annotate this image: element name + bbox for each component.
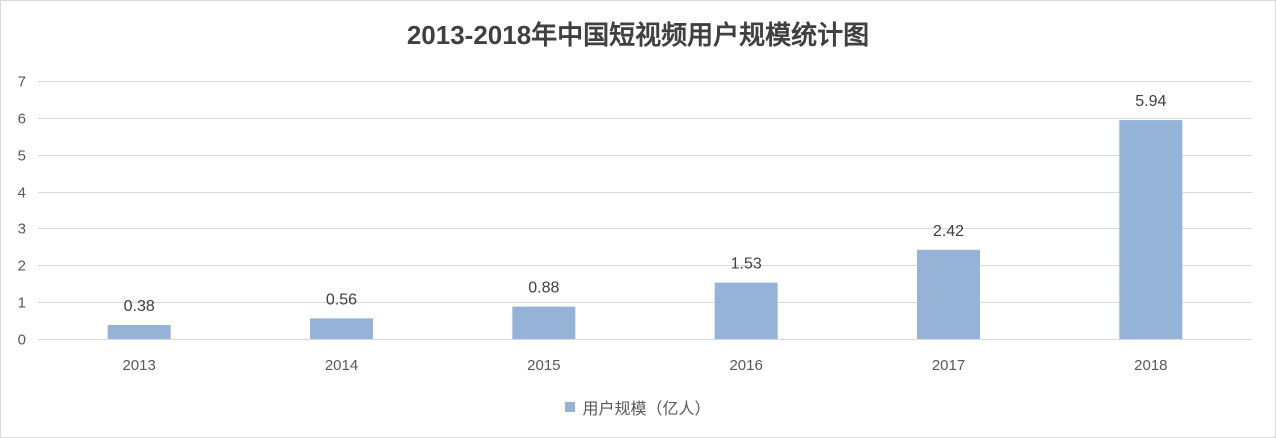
x-tick-label: 2014 [325,357,358,374]
bar [310,318,373,339]
y-tick-label: 6 [18,111,26,128]
bar [714,282,778,339]
legend-swatch [565,402,576,412]
y-tick-label: 7 [18,74,26,91]
data-label: 0.56 [326,291,357,308]
data-label: 5.94 [1135,93,1166,110]
x-tick-label: 2018 [1134,357,1167,374]
y-tick-label: 4 [18,185,26,202]
bar [917,249,980,339]
chart-title: 2013-2018年中国短视频用户规模统计图 [406,20,870,50]
data-label: 0.88 [528,280,559,297]
data-label: 2.42 [933,223,964,240]
y-tick-label: 0 [18,332,26,349]
y-tick-label: 3 [18,221,26,238]
x-tick-label: 2015 [527,357,560,374]
x-tick-label: 2016 [729,357,762,374]
x-tick-label: 2013 [122,357,155,374]
x-tick-label: 2017 [932,357,965,374]
data-label: 0.38 [124,298,155,315]
legend-label: 用户规模（亿人） [582,401,711,418]
bar [1119,120,1183,339]
bar [107,324,171,339]
bar [512,306,576,339]
data-label: 1.53 [731,256,762,273]
y-tick-label: 1 [18,295,26,312]
legend: 用户规模（亿人） [1,395,1275,419]
y-tick-label: 5 [18,148,26,165]
y-tick-label: 2 [18,258,26,275]
